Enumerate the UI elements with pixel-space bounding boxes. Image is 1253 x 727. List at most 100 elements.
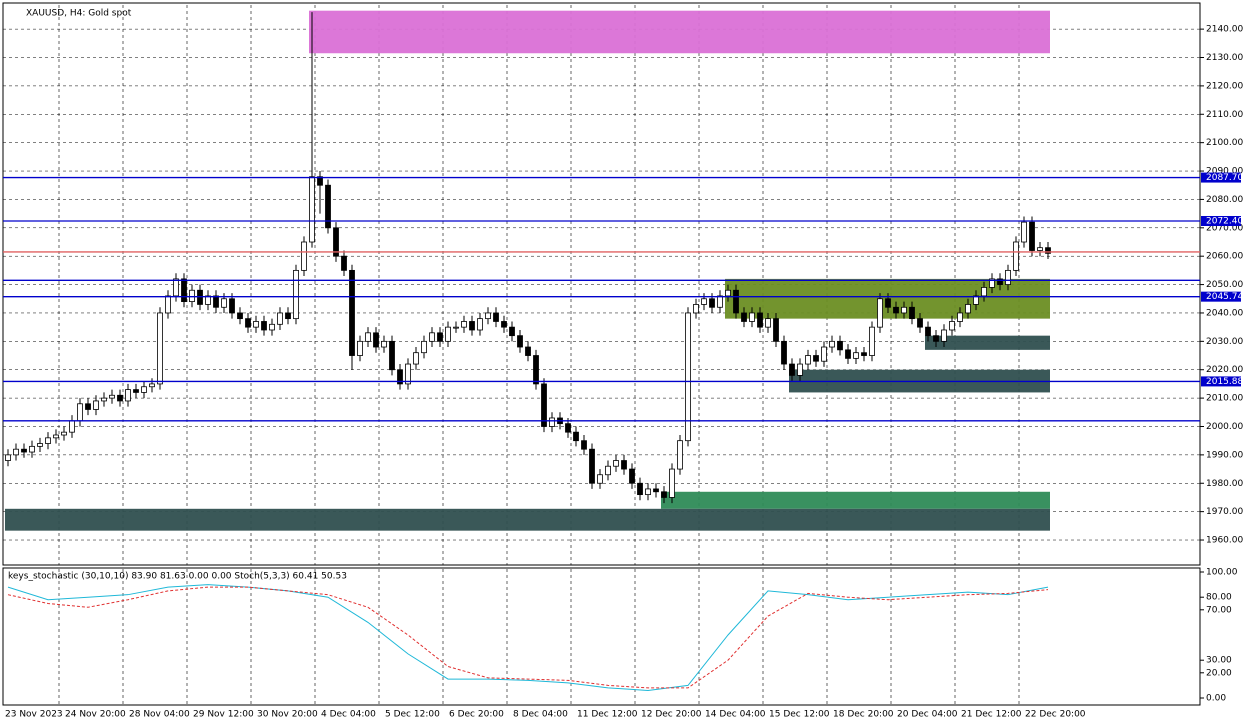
candle-body [221, 298, 227, 308]
osc-frame [2, 567, 1201, 706]
candle-body [485, 312, 491, 320]
candle-body [37, 443, 43, 447]
candle-body [429, 332, 435, 342]
candle-body [45, 437, 51, 444]
candle-body [309, 176, 315, 243]
candle-body [141, 386, 147, 393]
candle-body [277, 312, 283, 325]
candle-body [29, 445, 35, 453]
y-tick-label: 1990.00 [1206, 450, 1243, 460]
candle-body [181, 278, 187, 303]
candle-body [957, 312, 963, 322]
candle-body [805, 355, 811, 365]
candle-body [813, 355, 819, 362]
x-tick-label: 5 Dec 12:00 [385, 710, 440, 720]
candle-body [365, 332, 371, 342]
y-tick-label: 2140.00 [1206, 25, 1243, 35]
x-tick-label: 12 Dec 20:00 [641, 710, 702, 720]
candle-body [541, 383, 547, 427]
osc-tick-label: 0.00 [1206, 694, 1226, 704]
y-tick-label: 2080.00 [1206, 195, 1243, 205]
candle-body [645, 488, 651, 496]
candle-body [549, 417, 555, 427]
candle-body [1029, 221, 1035, 251]
y-tick-label: 2110.00 [1206, 110, 1243, 120]
candle-body [21, 448, 27, 453]
level-tag [1201, 172, 1241, 183]
candle-body [869, 326, 875, 356]
candle-body [413, 352, 419, 365]
candle-body [253, 321, 259, 328]
x-tick-label: 22 Dec 20:00 [1025, 710, 1086, 720]
candle-body [1037, 247, 1043, 251]
osc-tick-label: 20.00 [1206, 668, 1232, 678]
candle-body [997, 278, 1003, 285]
level-label: 2045.74 [1206, 292, 1243, 302]
candle-body [325, 184, 331, 229]
candle-body [1013, 241, 1019, 271]
candle-body [421, 340, 427, 354]
level-tag [1201, 291, 1241, 302]
candle-body [925, 326, 931, 337]
candle-body [573, 431, 579, 442]
osc-tick-label: 80.00 [1206, 593, 1232, 603]
candle-body [405, 363, 411, 385]
candle-body [981, 287, 987, 297]
candle-body [173, 278, 179, 297]
candle-body [989, 278, 995, 288]
candle-body [445, 326, 451, 342]
candle-body [581, 440, 587, 450]
candle-body [765, 318, 771, 328]
candle-body [829, 340, 835, 348]
candle-body [565, 423, 571, 433]
candle-body [733, 289, 739, 314]
candle-body [709, 298, 715, 308]
candle-body [69, 420, 75, 433]
x-tick-label: 14 Dec 04:00 [705, 710, 766, 720]
zone [309, 10, 1050, 54]
candle-body [693, 304, 699, 314]
x-tick-label: 30 Nov 20:00 [257, 710, 318, 720]
candle-body [461, 321, 467, 328]
candle-body [61, 431, 67, 436]
x-tick-label: 21 Dec 12:00 [961, 710, 1022, 720]
candle-body [725, 289, 731, 297]
candle-body [637, 482, 643, 496]
chart-title: XAUUSD, H4: Gold spot [26, 9, 132, 19]
candle-body [933, 335, 939, 342]
zone [5, 508, 1050, 531]
y-tick-label: 2010.00 [1206, 394, 1243, 404]
candle-body [701, 298, 707, 305]
candle-body [469, 321, 475, 331]
candle-body [853, 352, 859, 359]
candle-body [53, 434, 59, 439]
main-frame [2, 2, 1201, 566]
candle-body [301, 241, 307, 271]
candle-body [285, 312, 291, 320]
candle-body [213, 295, 219, 308]
zone [661, 491, 1050, 509]
y-tick-label: 2030.00 [1206, 337, 1243, 347]
osc-tick-label: 70.00 [1206, 605, 1232, 615]
candle-body [157, 312, 163, 385]
candle-body [741, 312, 747, 322]
candle-body [909, 306, 915, 320]
osc-title: keys_stochastic (30,10,10) 83.90 81.63 0… [8, 572, 347, 582]
candle-body [597, 474, 603, 484]
x-tick-label: 18 Dec 20:00 [833, 710, 894, 720]
candle-body [133, 389, 139, 393]
candle-body [269, 323, 275, 331]
candle-body [341, 255, 347, 271]
x-tick-label: 29 Nov 12:00 [193, 710, 254, 720]
candle-body [149, 383, 155, 388]
candle-body [373, 332, 379, 348]
candle-body [749, 312, 755, 322]
candle-body [533, 355, 539, 385]
y-tick-label: 2020.00 [1206, 365, 1243, 375]
y-tick-label: 1980.00 [1206, 479, 1243, 489]
y-tick-label: 2100.00 [1206, 138, 1243, 148]
candle-body [389, 340, 395, 371]
candle-body [917, 318, 923, 328]
level-tag [1201, 376, 1241, 387]
